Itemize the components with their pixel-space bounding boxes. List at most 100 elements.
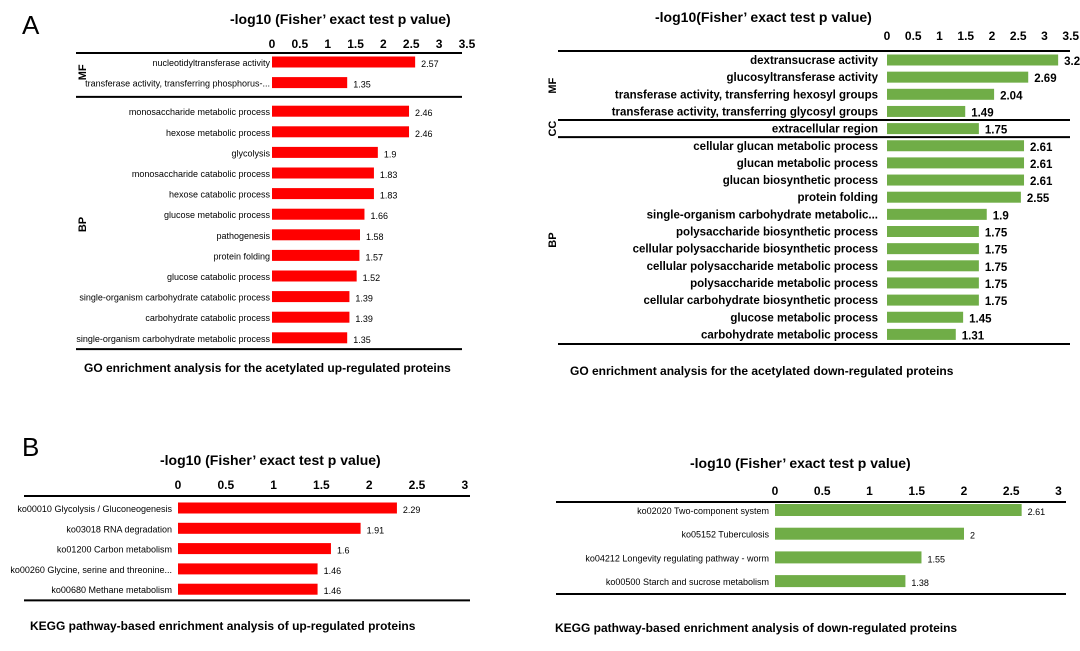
go-up-bar [272, 105, 410, 117]
go-up-category-label: monosaccharide catabolic process [132, 169, 271, 179]
go-up-category-label: glucose catabolic process [167, 272, 271, 282]
go-up-tick-label: 0.5 [292, 37, 309, 51]
go-up-title: -log10 (Fisher’ exact test p value) [230, 11, 451, 27]
go-up-value-label: 1.35 [353, 335, 371, 345]
kegg-down-bar [775, 575, 906, 588]
go-up-tick-label: 1 [324, 37, 331, 51]
go-up-category-label: nucleotidyltransferase activity [152, 58, 270, 68]
go-down-caption: GO enrichment analysis for the acetylate… [570, 364, 954, 378]
panel-label-a: A [22, 10, 40, 40]
go-up-value-label: 1.35 [353, 80, 371, 90]
kegg-up-tick-label: 1 [270, 478, 277, 492]
go-up-category-label: single-organism carbohydrate catabolic p… [79, 293, 270, 303]
kegg-down-value-label: 2.61 [1028, 507, 1046, 517]
go-up-category-label: single-organism carbohydrate metabolic p… [76, 334, 270, 344]
kegg-up-value-label: 2.29 [403, 505, 421, 515]
go-down-tick-label: 3 [1041, 29, 1048, 43]
kegg-down-tick-label: 0 [772, 484, 779, 498]
kegg-up-chart: -log10 (Fisher’ exact test p value) 0 0.5 1… [10, 452, 470, 633]
go-down-group-label: BP [547, 232, 559, 247]
kegg-down-tick-label: 0.5 [814, 484, 831, 498]
go-down-bar [887, 174, 1025, 186]
kegg-up-tick-label: 1.5 [313, 478, 330, 492]
go-up-tick-label: 1.5 [347, 37, 364, 51]
go-down-value-label: 1.45 [969, 313, 992, 325]
go-up-category-label: protein folding [213, 251, 270, 261]
kegg-up-category-label: ko00260 Glycine, serine and threonine... [10, 565, 172, 575]
kegg-down-tick-label: 3 [1055, 484, 1062, 498]
go-down-category-label: glucose metabolic process [730, 312, 878, 324]
go-down-chart: -log10(Fisher’ exact test p value)0 0.5 1 1… [547, 9, 1080, 378]
go-down-tick-label: 3.5 [1062, 29, 1079, 43]
go-down-value-label: 1.75 [985, 279, 1008, 291]
go-down-category-label: extracellular region [772, 124, 878, 136]
go-down-bar [887, 277, 979, 289]
go-down-bar [887, 105, 966, 117]
go-down-bar [887, 123, 979, 135]
go-up-chart: -log10 (Fisher’ exact test p value) 0 0.5 1… [76, 11, 476, 375]
go-down-group-label: CC [547, 121, 559, 137]
go-up-bar [272, 146, 378, 158]
go-down-bar [887, 140, 1025, 152]
kegg-up-tick-label: 0 [175, 478, 182, 492]
go-down-category-label: cellular glucan metabolic process [693, 141, 878, 153]
panel-label-b: B [22, 432, 39, 462]
kegg-down-value-label: 1.55 [927, 554, 945, 564]
go-up-bar [272, 77, 348, 89]
go-down-category-label: polysaccharide metabolic process [690, 278, 878, 290]
go-down-value-label: 1.31 [962, 330, 985, 342]
kegg-up-title: -log10 (Fisher’ exact test p value) [160, 452, 381, 468]
kegg-down-tick-label: 1.5 [908, 484, 925, 498]
go-down-value-label: 2.55 [1027, 193, 1050, 205]
go-up-value-label: 1.52 [363, 273, 381, 283]
go-down-value-label: 1.75 [985, 125, 1008, 137]
go-down-category-label: carbohydrate metabolic process [701, 329, 878, 341]
go-down-bar [887, 54, 1059, 66]
go-up-category-label: transferase activity, transferring phosp… [85, 79, 270, 89]
kegg-down-bar [775, 504, 1022, 516]
go-up-value-label: 2.57 [421, 59, 439, 69]
go-up-bar [272, 167, 374, 179]
go-up-value-label: 1.66 [370, 211, 388, 221]
go-down-bar [887, 208, 987, 220]
go-up-bar [272, 291, 350, 303]
go-down-category-label: glucan biosynthetic process [723, 175, 878, 187]
go-up-bar [272, 126, 410, 138]
go-down-bar [887, 88, 995, 100]
go-up-category-label: carbohydrate catabolic process [145, 313, 270, 323]
go-down-bar [887, 260, 979, 272]
go-down-bar [887, 157, 1025, 169]
kegg-down-category-label: ko04212 Longevity regulating pathway - w… [585, 553, 769, 563]
go-up-value-label: 1.39 [355, 314, 373, 324]
go-up-tick-label: 0 [269, 37, 276, 51]
kegg-down-bar [775, 527, 964, 540]
go-up-value-label: 2.46 [415, 129, 433, 139]
go-up-value-label: 1.57 [365, 252, 383, 262]
go-up-bar [272, 311, 350, 323]
go-down-tick-label: 0 [884, 29, 891, 43]
go-down-category-label: polysaccharide biosynthetic process [676, 227, 878, 239]
go-down-value-label: 1.49 [971, 107, 993, 119]
kegg-up-value-label: 1.6 [337, 546, 350, 556]
go-down-category-label: single-organism carbohydrate metabolic..… [647, 209, 878, 221]
go-down-category-label: cellular polysaccharide biosynthetic pro… [633, 244, 878, 256]
kegg-down-value-label: 1.38 [911, 578, 929, 588]
go-down-category-label: glucosyltransferase activity [727, 72, 879, 84]
go-up-bar [272, 56, 416, 68]
go-down-tick-label: 1.5 [957, 29, 974, 43]
kegg-up-category-label: ko03018 RNA degradation [66, 524, 172, 534]
kegg-up-tick-label: 2 [366, 478, 373, 492]
go-down-value-label: 1.75 [985, 262, 1008, 274]
go-down-category-label: transferase activity, transferring glyco… [612, 106, 878, 118]
kegg-down-tick-label: 2.5 [1003, 484, 1020, 498]
kegg-down-tick-label: 1 [866, 484, 873, 498]
kegg-down-category-label: ko02020 Two-component system [637, 506, 769, 516]
kegg-down-category-label: ko00500 Starch and sucrose metabolism [606, 577, 769, 587]
go-down-bar [887, 243, 979, 255]
go-down-bar [887, 71, 1029, 83]
go-up-value-label: 1.83 [380, 170, 398, 180]
go-down-bar [887, 191, 1021, 203]
go-up-bar [272, 249, 360, 261]
kegg-down-tick-label: 2 [961, 484, 968, 498]
go-down-category-label: cellular carbohydrate biosynthetic proce… [643, 295, 878, 307]
